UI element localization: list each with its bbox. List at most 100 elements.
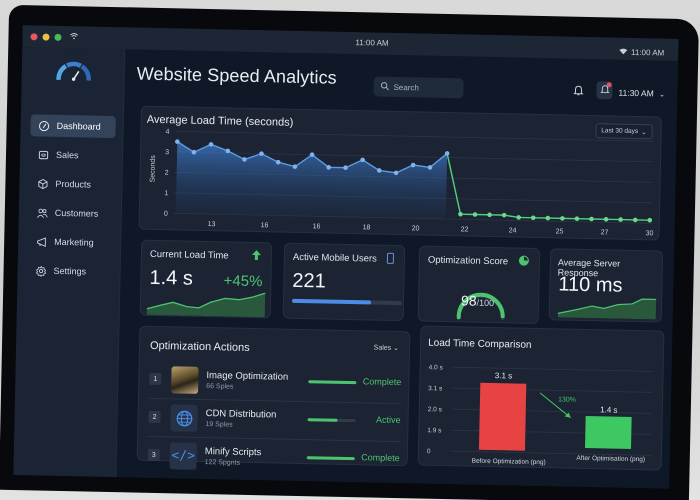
sidebar-item-label: Marketing [54, 236, 94, 248]
sidebar: Dashboard Sales Products [13, 47, 126, 478]
search-icon [380, 81, 389, 92]
user-menu[interactable]: 11:30 AM ⌄ [618, 88, 665, 99]
score-gauge [456, 292, 505, 321]
megaphone-icon [36, 236, 47, 247]
line-chart-plot: 4 3 2 1 0 Seconds 13 16 16 18 20 22 24 25 27 30 [149, 129, 654, 238]
close-window-button[interactable] [30, 32, 38, 40]
bell-icon[interactable] [573, 85, 584, 99]
active-mobile-users-card: Active Mobile Users 221 [282, 242, 406, 322]
stat-value: 1.4 s [149, 266, 194, 290]
sidebar-item-marketing[interactable]: Marketing [28, 230, 113, 254]
action-row[interactable]: 1 Image Optimization 66 Sples Complete [148, 362, 402, 405]
page-title: Website Speed Analytics [136, 63, 338, 88]
gauge-icon [39, 120, 50, 131]
mobile-users-progress [291, 298, 403, 306]
search-placeholder: Search [393, 82, 419, 92]
app-screen: 11:00 AM 11:00 AM [13, 25, 679, 489]
panel-title: Optimization Actions [149, 339, 250, 354]
sidebar-item-label: Settings [53, 265, 87, 277]
action-name: CDN Distribution [205, 408, 277, 421]
sidebar-item-label: Sales [55, 149, 79, 161]
svg-text:2: 2 [165, 170, 169, 177]
before-bar-value: 3.1 s [495, 371, 513, 380]
svg-text:22: 22 [461, 226, 469, 233]
arrow-down-right-icon [564, 412, 571, 418]
notification-badge [606, 82, 612, 88]
svg-text:0: 0 [427, 448, 431, 455]
speedometer-icon [54, 56, 95, 85]
average-load-time-chart: Average Load Time (seconds) Last 30 days… [138, 105, 662, 241]
svg-text:1: 1 [164, 190, 168, 197]
chevron-down-icon: ⌄ [659, 91, 666, 99]
sidebar-item-dashboard[interactable]: Dashboard [30, 114, 116, 139]
box-icon [37, 178, 48, 189]
svg-text:18: 18 [363, 224, 371, 231]
row-number: 3 [147, 448, 160, 462]
search-input[interactable]: Search [373, 76, 464, 99]
y-axis-ticks: 4 3 2 1 0 [164, 129, 170, 218]
change-label: 130% [558, 396, 576, 403]
svg-text:13: 13 [208, 221, 216, 228]
svg-text:16: 16 [261, 222, 269, 229]
sidebar-item-label: Products [55, 178, 92, 190]
current-load-time-card: Current Load Time 1.4 s +45% [139, 239, 273, 319]
optimization-score-card: Optimization Score 98/100 [417, 245, 541, 324]
stat-value: 221 [292, 269, 327, 293]
action-row[interactable]: 3 </> Minify Scripts 122 Spgnts Complete [147, 439, 400, 480]
header-time: 11:30 AM [618, 87, 654, 99]
bar-chart-plot: 4.0 s 3.1 s 2.0 s 1.9 s 0 3.1 s 1.4 s 130% B… [427, 364, 653, 466]
after-bar [584, 415, 632, 449]
svg-text:27: 27 [601, 229, 609, 236]
sidebar-item-label: Dashboard [56, 120, 101, 132]
svg-text:4.0 s: 4.0 s [429, 364, 444, 371]
svg-text:2.0 s: 2.0 s [428, 406, 443, 413]
svg-text:20: 20 [412, 225, 420, 232]
gear-icon [35, 265, 47, 277]
stat-label: Current Load Time [149, 248, 229, 262]
action-status: Active [375, 414, 401, 426]
optimization-actions-panel: Optimization Actions Sales ⌄ 1 Image Opt… [136, 325, 411, 470]
minimize-window-button[interactable] [42, 33, 50, 41]
svg-text:1.9 s: 1.9 s [427, 427, 442, 434]
action-sub: 122 Spgnts [204, 459, 241, 467]
row-number: 2 [148, 410, 161, 424]
notifications-button[interactable] [596, 81, 613, 100]
row-number: 1 [149, 372, 162, 386]
wifi-status-icon [619, 48, 628, 57]
after-bar-value: 1.4 s [600, 405, 618, 414]
stat-label: Active Mobile Users [292, 251, 377, 265]
action-sub: 66 Sples [206, 383, 234, 391]
filter-dropdown[interactable]: Sales ⌄ [374, 344, 400, 353]
svg-text:25: 25 [556, 228, 564, 235]
sparkline [146, 292, 266, 318]
svg-text:0: 0 [164, 211, 168, 218]
sidebar-item-sales[interactable]: Sales [30, 143, 115, 167]
svg-text:30: 30 [646, 230, 654, 237]
action-sub: 19 Sples [205, 421, 233, 429]
svg-text:3.1 s: 3.1 s [428, 385, 443, 392]
sidebar-nav: Dashboard Sales Products [27, 114, 116, 290]
action-progress [308, 380, 357, 385]
globe-icon [170, 404, 198, 432]
sidebar-item-customers[interactable]: Customers [29, 201, 114, 225]
notification-bell-icon [599, 84, 610, 97]
action-status: Complete [362, 376, 402, 388]
action-row[interactable]: 2 CDN Distribution 19 Sples Active [148, 400, 401, 443]
stat-label: Optimization Score [427, 254, 509, 268]
pie-chart-icon [518, 255, 530, 266]
svg-text:24: 24 [509, 227, 517, 234]
data-points [175, 139, 653, 223]
arrow-up-icon [251, 250, 261, 263]
maximize-window-button[interactable] [54, 33, 62, 41]
sidebar-item-settings[interactable]: Settings [27, 259, 112, 283]
filter-label: Sales [373, 344, 392, 352]
sidebar-item-products[interactable]: Products [29, 172, 114, 196]
load-time-comparison-chart: Load Time Comparison 4.0 s 3.1 s 2.0 s 1.9 … [417, 325, 665, 471]
svg-text:3: 3 [165, 149, 169, 156]
os-status-right: 11:00 AM [619, 48, 664, 58]
chevron-down-icon: ⌄ [393, 344, 400, 353]
svg-text:16: 16 [313, 223, 321, 230]
action-name: Image Optimization [206, 370, 289, 383]
os-right-time: 11:00 AM [630, 47, 665, 58]
image-thumbnail [171, 366, 199, 394]
